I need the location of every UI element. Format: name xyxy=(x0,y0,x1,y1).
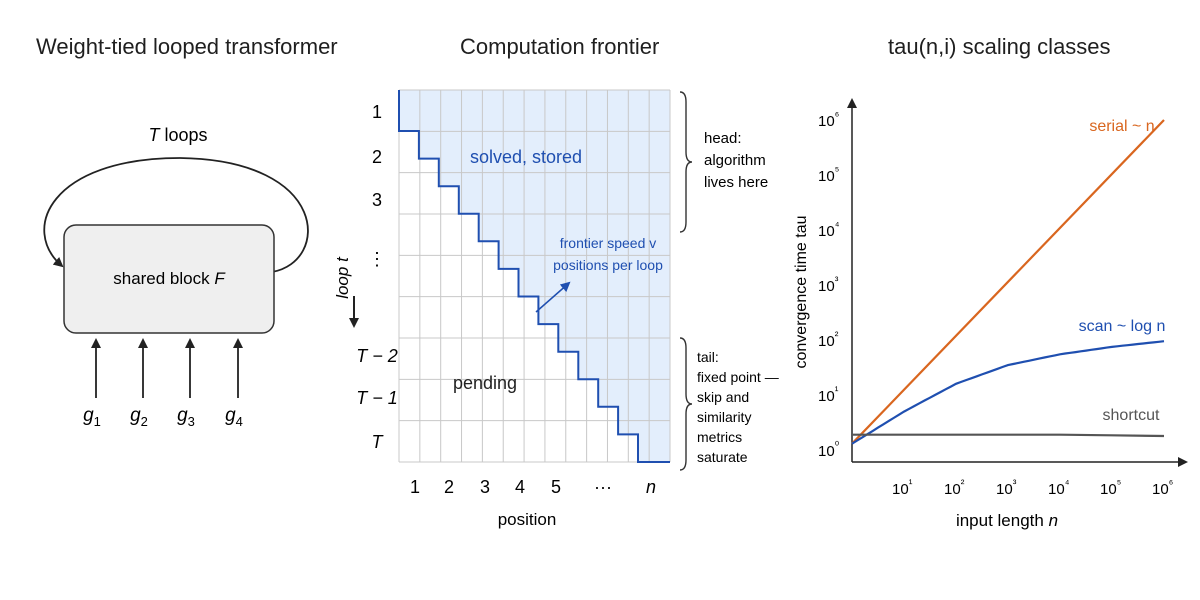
row-label: 1 xyxy=(372,102,382,122)
input-token-label: g3 xyxy=(177,405,195,429)
series-line xyxy=(851,119,1165,445)
input-token-label: g2 xyxy=(130,405,148,429)
scaling-chart: 10⁰ 10¹ 10² 10³ 10⁴ 10⁵ 10⁶ 10¹ 10² 10³ 10⁴ 10⁵ 10⁶… xyxy=(793,98,1188,530)
tail-annotation-line: similarity xyxy=(697,409,751,425)
tail-annotation-line: tail: xyxy=(697,349,719,365)
loop-arrow xyxy=(43,157,309,273)
tail-annotation: tail: fixed point — skip and similarity metr… xyxy=(697,349,779,465)
row-labels: 1 2 3 ⋮ T − 2 T − 1 T xyxy=(356,102,398,452)
frontier-staircase xyxy=(398,90,670,463)
shared-block-label: shared block F xyxy=(113,269,226,288)
y-tick-label: 10³ xyxy=(818,275,839,295)
speed-arrow xyxy=(535,281,571,313)
frontier-diagram: solved, stored pending frontier speed v … xyxy=(333,89,779,529)
panel1-title: Weight-tied looped transformer xyxy=(36,34,338,59)
x-tick-labels: 10¹ 10² 10³ 10⁴ 10⁵ 10⁶ xyxy=(892,478,1173,498)
input-token-label: g4 xyxy=(225,405,243,429)
position-axis-label: position xyxy=(498,510,557,529)
column-label: n xyxy=(646,477,656,497)
column-labels: 1 2 3 4 5 ··· n xyxy=(410,477,656,497)
x-tick-label: 10³ xyxy=(996,478,1017,498)
head-annotation: head: algorithm lives here xyxy=(704,130,768,191)
row-label: 2 xyxy=(372,147,382,167)
row-label: T xyxy=(372,432,385,452)
panel3-title: tau(n,i) scaling classes xyxy=(888,34,1111,59)
pending-label: pending xyxy=(453,373,517,393)
tail-annotation-line: saturate xyxy=(697,449,748,465)
speed-label-line1: frontier speed v xyxy=(560,235,657,251)
row-label: T − 2 xyxy=(356,346,398,366)
shared-block xyxy=(63,224,275,334)
tail-annotation-line: fixed point — xyxy=(697,369,779,385)
column-label: 3 xyxy=(480,477,490,497)
frontier-grid xyxy=(398,89,671,463)
x-tick-label: 10⁶ xyxy=(1152,478,1173,498)
y-tick-label: 10⁵ xyxy=(818,165,839,185)
x-tick-label: 10⁴ xyxy=(1048,478,1070,498)
y-tick-label: 10² xyxy=(818,330,839,350)
series-label: scan ~ log n xyxy=(1079,318,1166,335)
series-line xyxy=(851,340,1165,445)
x-tick-label: 10¹ xyxy=(892,478,913,498)
solved-region xyxy=(399,90,670,462)
row-label: ⋮ xyxy=(368,249,386,269)
row-label: T − 1 xyxy=(356,388,398,408)
tail-annotation-line: skip and xyxy=(697,389,749,405)
tail-annotation-line: metrics xyxy=(697,429,742,445)
series-label: shortcut xyxy=(1103,407,1160,424)
head-annotation-line: head: xyxy=(704,130,742,147)
x-tick-label: 10² xyxy=(944,478,965,498)
input-token-label: g1 xyxy=(83,405,101,429)
y-tick-labels: 10⁰ 10¹ 10² 10³ 10⁴ 10⁵ 10⁶ xyxy=(818,110,840,460)
series-lines: serial ~ n scan ~ log n shortcut xyxy=(851,118,1166,445)
y-tick-label: 10⁶ xyxy=(818,110,839,130)
head-annotation-line: algorithm xyxy=(704,152,766,169)
column-label: 4 xyxy=(515,477,525,497)
y-tick-label: 10⁰ xyxy=(818,440,840,460)
y-tick-label: 10¹ xyxy=(818,385,839,405)
loop-label: T loops xyxy=(148,125,207,145)
loop-axis-label: loop t xyxy=(333,256,352,299)
x-axis-label: input length n xyxy=(956,511,1058,530)
tail-brace xyxy=(679,337,693,471)
solved-label: solved, stored xyxy=(470,147,582,167)
series-line xyxy=(852,433,1165,438)
y-axis-label: convergence time tau xyxy=(793,216,810,369)
looped-transformer-diagram: T loops shared block F g1 g2 g3 g4 xyxy=(43,125,309,429)
column-label: 1 xyxy=(410,477,420,497)
input-tokens: g1 g2 g3 g4 xyxy=(83,338,243,429)
speed-label-line2: positions per loop xyxy=(553,257,663,273)
panel2-title: Computation frontier xyxy=(460,34,660,59)
head-brace xyxy=(679,91,693,233)
x-tick-label: 10⁵ xyxy=(1100,478,1121,498)
row-label: 3 xyxy=(372,190,382,210)
head-annotation-line: lives here xyxy=(704,174,768,191)
column-label: 2 xyxy=(444,477,454,497)
series-label: serial ~ n xyxy=(1089,118,1154,135)
column-label: ··· xyxy=(594,477,612,497)
column-label: 5 xyxy=(551,477,561,497)
y-tick-label: 10⁴ xyxy=(818,220,840,240)
